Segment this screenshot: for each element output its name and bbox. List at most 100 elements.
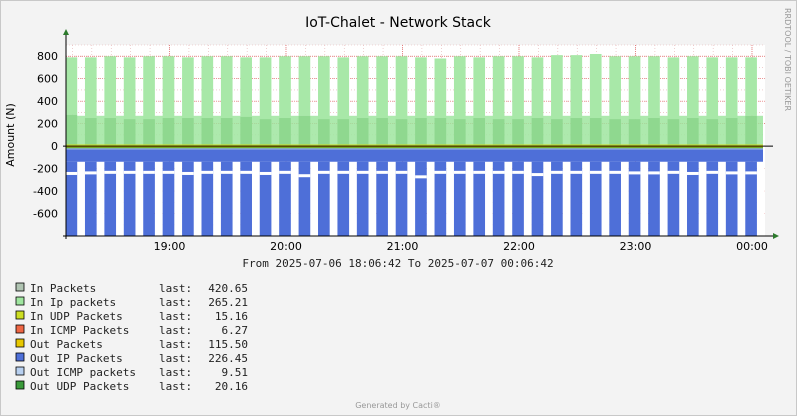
- in-ip-packets-pulse: [434, 118, 447, 147]
- in-packets-pulse: [667, 57, 680, 120]
- y-tick-label: -600: [33, 208, 58, 221]
- out-ip-packets-pulse: [84, 161, 97, 236]
- legend-series-name: Out IP Packets: [30, 352, 123, 365]
- in-packets-pulse: [492, 56, 505, 120]
- out-ip-packets-pulse: [628, 161, 641, 236]
- out-ip-packets-pulse: [492, 161, 505, 236]
- legend-series-name: Out UDP Packets: [30, 380, 129, 393]
- out-ip-packets-pulse: [395, 161, 408, 236]
- in-packets-pulse: [395, 56, 408, 120]
- pulse-gap: [504, 161, 513, 236]
- out-trough-edge: [318, 170, 330, 174]
- pulse-gap: [465, 161, 474, 236]
- in-packets-pulse: [123, 57, 136, 120]
- pulse-gap: [523, 161, 532, 236]
- in-packets-pulse: [531, 57, 544, 119]
- legend-last-label: last:: [159, 338, 192, 351]
- out-trough-edge: [395, 170, 408, 174]
- out-ip-packets-pulse: [356, 161, 369, 236]
- out-ip-packets-pulse: [220, 161, 233, 236]
- legend-series-name: In Ip packets: [30, 296, 116, 309]
- legend-last-value: 6.27: [222, 324, 249, 337]
- in-ip-packets-pulse: [648, 118, 660, 147]
- in-packets-pulse: [628, 56, 641, 120]
- pulse-gap: [77, 161, 85, 236]
- in-ip-packets-pulse: [570, 118, 583, 147]
- axis-layer: 800 600 400 200 0 -200 -400 -600 19:00 20:00 21:00…: [33, 29, 779, 253]
- out-trough-edge: [628, 171, 641, 175]
- out-ip-packets-pulse: [298, 161, 311, 236]
- in-packets-pulse: [201, 56, 214, 119]
- legend-last-label: last:: [159, 296, 192, 309]
- in-packets-pulse: [143, 56, 155, 120]
- in-ip-packets-pulse: [395, 119, 408, 147]
- pulse-gap: [290, 161, 299, 236]
- series-out-ip-packets-band: [66, 146, 763, 162]
- out-trough-edge: [453, 170, 466, 174]
- in-packets-pulse: [356, 56, 369, 119]
- in-packets-pulse: [220, 56, 233, 119]
- y-tick-label: 800: [37, 50, 58, 63]
- in-ip-packets-pulse: [182, 118, 194, 147]
- in-ip-packets-pulse: [259, 119, 272, 147]
- out-ip-packets-pulse: [104, 161, 117, 236]
- in-packets-pulse: [318, 56, 330, 120]
- in-ip-packets-pulse: [667, 119, 680, 147]
- out-trough-edge: [337, 170, 350, 174]
- out-ip-packets-pulse: [143, 161, 155, 236]
- pulse-gap: [756, 161, 765, 236]
- out-ip-packets-pulse: [279, 161, 291, 236]
- out-trough-edge: [473, 170, 486, 174]
- legend-last-value: 420.65: [208, 282, 248, 295]
- x-tick-label: 23:00: [620, 240, 652, 253]
- in-ip-packets-pulse: [609, 119, 621, 147]
- out-trough-edge: [745, 171, 757, 175]
- out-trough-edge: [667, 170, 680, 174]
- out-trough-edge: [182, 171, 194, 175]
- legend-last-label: last:: [159, 352, 192, 365]
- pulse-gap: [96, 161, 105, 236]
- y-axis-label: Amount (N): [4, 103, 17, 167]
- pulse-gap: [543, 161, 552, 236]
- series-in-udp-packets: [66, 144, 763, 147]
- in-ip-packets-pulse: [725, 118, 738, 147]
- y-tick-label: 400: [37, 95, 58, 108]
- out-ip-packets-pulse: [123, 161, 136, 236]
- pulse-gap: [174, 161, 183, 236]
- pulse-gap: [135, 161, 144, 236]
- out-ip-packets-pulse: [512, 161, 524, 236]
- out-trough-edge: [706, 170, 719, 174]
- out-ip-packets-pulse: [337, 161, 350, 236]
- in-packets-pulse: [434, 58, 447, 119]
- in-packets-pulse: [687, 56, 699, 119]
- out-ip-packets-pulse: [376, 161, 388, 236]
- in-ip-packets-pulse: [337, 119, 350, 147]
- in-packets-pulse: [162, 56, 175, 119]
- in-ip-packets-pulse: [492, 119, 505, 147]
- pulse-gap: [154, 161, 163, 236]
- out-ip-packets-pulse: [745, 161, 757, 236]
- legend-last-label: last:: [159, 324, 192, 337]
- out-ip-packets-pulse: [318, 161, 330, 236]
- pulse-gap: [232, 161, 241, 236]
- legend-last-label: last:: [159, 366, 192, 379]
- out-trough-edge: [356, 170, 369, 174]
- in-ip-packets-pulse: [220, 118, 233, 147]
- in-packets-pulse: [706, 57, 719, 120]
- out-trough-edge: [162, 170, 175, 174]
- out-trough-edge: [298, 174, 311, 178]
- in-ip-packets-pulse: [453, 119, 466, 147]
- out-trough-edge: [259, 171, 272, 175]
- in-packets-pulse: [298, 56, 311, 116]
- out-trough-edge: [570, 170, 583, 174]
- out-trough-edge: [512, 170, 524, 174]
- y-tick-label: 600: [37, 73, 58, 86]
- out-ip-packets-pulse: [609, 161, 621, 236]
- legend-swatch: [15, 282, 25, 292]
- pulse-gap: [659, 161, 668, 236]
- x-tick-label: 00:00: [736, 240, 768, 253]
- in-packets-pulse: [745, 57, 757, 116]
- out-ip-packets-pulse: [65, 161, 78, 236]
- in-packets-pulse: [104, 56, 117, 119]
- out-trough-edge: [492, 170, 505, 174]
